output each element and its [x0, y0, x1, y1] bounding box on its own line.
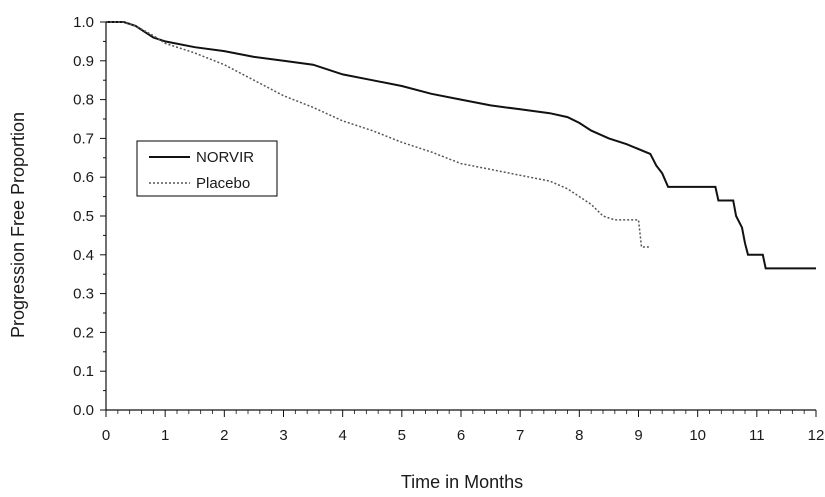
series-line-norvir [106, 21, 816, 270]
x-tick-label-0: 0 [102, 427, 110, 444]
y-tick-label-1: 0.1 [73, 363, 94, 380]
x-tick-label-3: 3 [279, 427, 287, 444]
x-tick-label-10: 10 [689, 427, 706, 444]
x-tick-label-1: 1 [161, 427, 169, 444]
x-tick-label-7: 7 [516, 427, 524, 444]
x-tick-label-11: 11 [749, 427, 765, 444]
y-tick-label-9: 0.9 [73, 53, 94, 70]
y-tick-label-3: 0.3 [73, 286, 94, 303]
y-axis-ticks: 0.0 0.1 0.2 0.3 0.4 0.5 0.6 0.7 0.8 0.9 1.0 [73, 14, 106, 419]
series-line-placebo [106, 21, 651, 248]
x-axis-title: Time in Months [401, 472, 523, 492]
y-tick-label-6: 0.6 [73, 169, 94, 186]
legend-label-placebo: Placebo [196, 175, 250, 192]
y-tick-label-0: 0.0 [73, 402, 94, 419]
x-tick-label-12: 12 [808, 427, 825, 444]
y-axis-title: Progression Free Proportion [8, 112, 28, 338]
legend-label-norvir: NORVIR [196, 149, 254, 166]
y-tick-label-7: 0.7 [73, 130, 94, 147]
x-axis-ticks: 0 1 2 3 4 5 6 7 8 9 10 11 12 [102, 410, 825, 444]
y-tick-label-4: 0.4 [73, 247, 94, 264]
y-tick-label-2: 0.2 [73, 324, 94, 341]
legend: NORVIR Placebo [136, 140, 278, 197]
x-tick-label-9: 9 [634, 427, 642, 444]
y-tick-label-8: 0.8 [73, 92, 94, 109]
legend-box [136, 140, 278, 197]
series-layer [106, 21, 816, 270]
x-tick-label-2: 2 [220, 427, 228, 444]
x-tick-label-6: 6 [457, 427, 465, 444]
y-tick-label-10: 1.0 [73, 14, 94, 31]
x-tick-label-5: 5 [398, 427, 406, 444]
y-tick-label-5: 0.5 [73, 208, 94, 225]
x-tick-label-4: 4 [338, 427, 346, 444]
x-tick-label-8: 8 [575, 427, 583, 444]
